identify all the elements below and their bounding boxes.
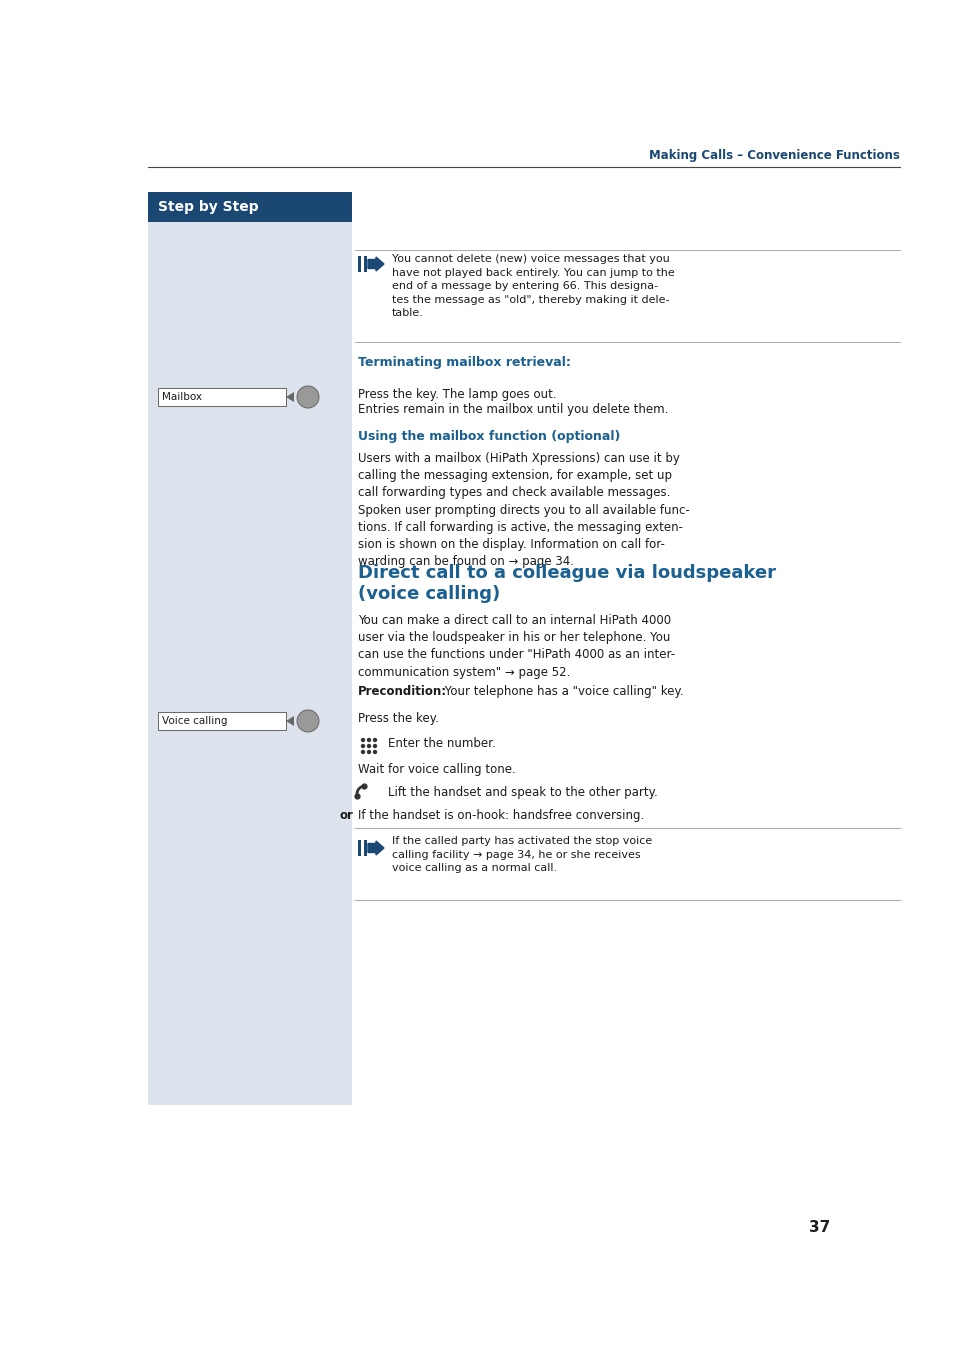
Text: Wait for voice calling tone.: Wait for voice calling tone. xyxy=(357,763,516,775)
Text: Voice calling: Voice calling xyxy=(162,716,227,725)
Bar xyxy=(364,840,367,857)
Circle shape xyxy=(360,750,365,754)
Text: Making Calls – Convenience Functions: Making Calls – Convenience Functions xyxy=(648,149,899,162)
Bar xyxy=(148,192,352,222)
FancyArrow shape xyxy=(368,257,384,272)
Text: You can make a direct call to an internal HiPath 4000
user via the loudspeaker i: You can make a direct call to an interna… xyxy=(357,613,675,678)
Text: You cannot delete (new) voice messages that you
have not played back entirely. Y: You cannot delete (new) voice messages t… xyxy=(392,254,674,319)
Text: Mailbox: Mailbox xyxy=(162,392,202,403)
Text: Using the mailbox function (optional): Using the mailbox function (optional) xyxy=(357,430,619,443)
Circle shape xyxy=(366,744,371,748)
Circle shape xyxy=(296,711,318,732)
Bar xyxy=(357,840,360,857)
FancyArrow shape xyxy=(368,842,384,855)
Text: Terminating mailbox retrieval:: Terminating mailbox retrieval: xyxy=(357,357,570,369)
Text: If the called party has activated the stop voice
calling facility → page 34, he : If the called party has activated the st… xyxy=(392,836,652,873)
Circle shape xyxy=(373,744,376,748)
Text: Direct call to a colleague via loudspeaker
(voice calling): Direct call to a colleague via loudspeak… xyxy=(357,563,775,603)
Circle shape xyxy=(360,738,365,742)
Circle shape xyxy=(296,386,318,408)
Text: 37: 37 xyxy=(808,1220,830,1236)
Polygon shape xyxy=(286,392,294,403)
Text: If the handset is on-hook: handsfree conversing.: If the handset is on-hook: handsfree con… xyxy=(357,809,643,821)
Text: Step by Step: Step by Step xyxy=(158,200,258,213)
Polygon shape xyxy=(286,716,294,725)
Text: Precondition:: Precondition: xyxy=(357,685,447,698)
Text: Press the key. The lamp goes out.: Press the key. The lamp goes out. xyxy=(357,388,556,401)
Text: Users with a mailbox (HiPath Xpressions) can use it by
calling the messaging ext: Users with a mailbox (HiPath Xpressions)… xyxy=(357,453,689,569)
Text: Press the key.: Press the key. xyxy=(357,712,438,725)
Circle shape xyxy=(366,738,371,742)
Bar xyxy=(158,388,286,407)
Circle shape xyxy=(360,744,365,748)
Bar xyxy=(158,712,286,730)
Circle shape xyxy=(373,750,376,754)
Text: or: or xyxy=(339,809,354,821)
Bar xyxy=(364,255,367,272)
Bar xyxy=(148,192,352,1105)
Text: Enter the number.: Enter the number. xyxy=(388,738,496,750)
Circle shape xyxy=(373,738,376,742)
Circle shape xyxy=(366,750,371,754)
Bar xyxy=(357,255,360,272)
Text: Lift the handset and speak to the other party.: Lift the handset and speak to the other … xyxy=(388,786,657,798)
Text: Entries remain in the mailbox until you delete them.: Entries remain in the mailbox until you … xyxy=(357,403,668,416)
Text: Your telephone has a "voice calling" key.: Your telephone has a "voice calling" key… xyxy=(440,685,683,698)
